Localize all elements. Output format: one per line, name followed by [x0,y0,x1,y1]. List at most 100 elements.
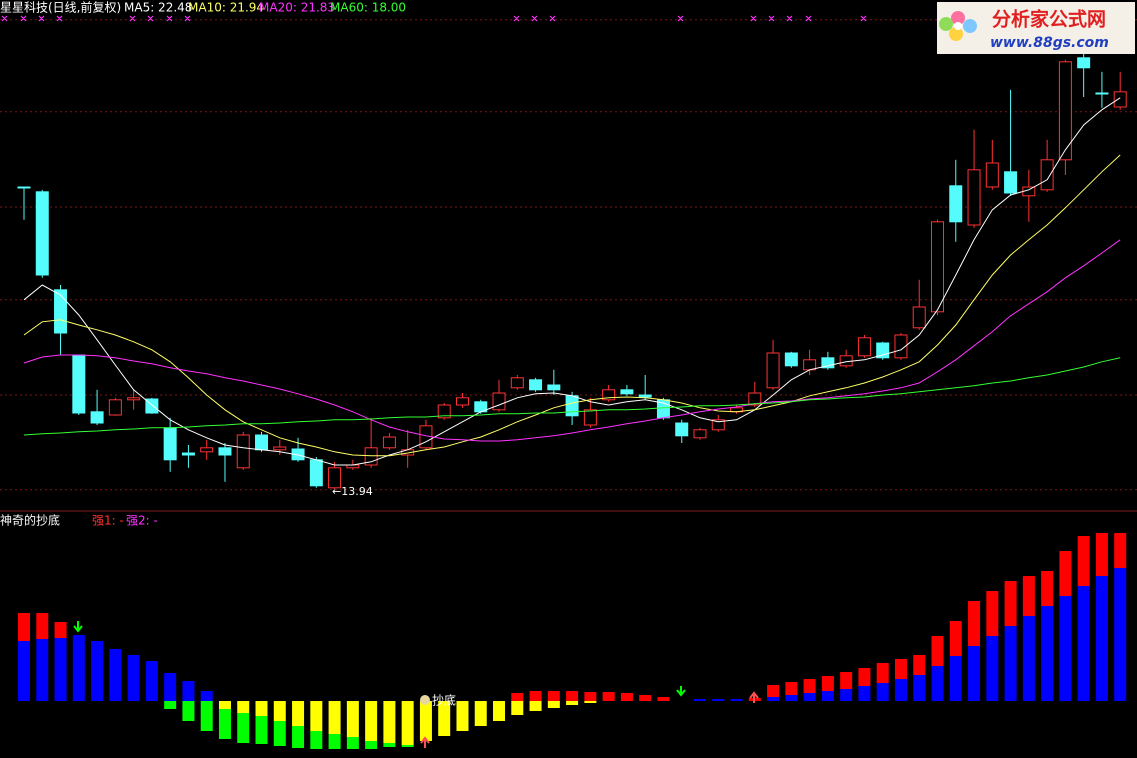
indicator-bar [1041,571,1054,606]
indicator-bar [200,701,213,731]
candle-body [949,185,963,223]
bottom-annotation: 抄底 [432,693,456,708]
indicator-bar [1114,533,1127,568]
low-label: ←13.94 [332,485,373,498]
indicator-bar [18,613,30,641]
plot [0,19,1137,749]
candle-body [711,419,725,431]
logo-petal [951,11,965,25]
logo: 分析家公式网 www.88gs.com [937,2,1135,54]
logo-center [954,22,962,30]
candle-body [912,306,926,329]
indicator-bar [419,701,432,741]
indicator-bar [931,666,944,701]
indicator-legend: 强1: - [92,514,124,528]
indicator-bar [730,699,743,701]
candle-body [547,384,561,391]
candle-body [510,377,524,389]
candle-body [437,404,451,419]
legend-entry: MA10: 21.94 [188,1,264,15]
candle-body [894,334,908,359]
candle-body [328,467,342,489]
indicator-bar [913,655,926,675]
indicator-bar [164,673,177,701]
logo-petal [939,17,953,31]
indicator-bar [1059,596,1072,701]
indicator-bar [821,676,834,691]
indicator-bar [54,638,67,701]
moving-average [23,357,1121,436]
indicator-bar [1041,606,1054,701]
candle-body [583,409,597,426]
indicator-bar [273,721,286,746]
indicator-bar [785,695,798,701]
candle-body [236,434,250,469]
indicator-bar [511,701,524,715]
candle-body [1077,57,1091,69]
sell-arrow [73,621,83,633]
logo-petal [949,27,963,41]
candle-body [1095,92,1109,95]
indicator-bar [584,692,597,701]
indicator-bar [91,641,104,701]
indicator-bar [36,613,49,639]
buy-arrow [749,691,759,703]
candle-body [382,436,396,449]
indicator-bar [949,621,962,656]
indicator-bar [1004,626,1017,701]
candle-body [1058,61,1072,161]
candle-body [163,427,177,461]
indicator-legend: 强2: - [126,514,158,528]
candle-body [784,352,798,367]
candle-body [803,359,817,371]
indicator-bar [310,701,323,731]
candle-body [602,389,616,401]
indicator-bar [493,701,506,721]
indicator-bar [840,689,853,701]
indicator-bar [54,622,67,638]
indicator-bar [876,683,889,701]
indicator-bar [767,697,780,701]
indicator-bar [566,701,579,705]
candle-body [108,399,122,416]
indicator-bar [566,691,579,701]
candle-body [876,342,890,359]
moving-average [23,154,1121,457]
indicator-bar [182,681,195,701]
indicator-bar [511,693,524,701]
indicator-bar [894,659,907,679]
candle-body [181,452,195,456]
candle-body [748,392,762,406]
indicator-bar [36,639,49,701]
legend-entry: MA60: 18.00 [330,1,406,15]
logo-petal [963,19,977,33]
candle-body [839,355,853,367]
candle-body [693,429,707,439]
indicator-bar [292,726,305,748]
indicator-bar [255,701,268,716]
candle-body [200,447,214,453]
indicator-bar [529,701,542,711]
indicator-bar [1095,533,1108,576]
candle-body [638,394,652,398]
bottom-icon [420,695,430,705]
candle-body [90,411,104,424]
indicator-bar [365,741,378,749]
candle-body [985,162,999,188]
indicator-bar [968,646,981,701]
indicator-bar [858,686,871,701]
indicator-bar [164,701,177,709]
indicator-bar [767,685,780,697]
indicator-bar [785,682,798,695]
candle-body [821,357,835,369]
candle-body [565,395,579,417]
indicator-bar [1095,576,1108,701]
indicator-bar [72,635,85,701]
indicator-bar [401,745,414,747]
indicator-bar [949,656,962,701]
candle-body [766,352,780,389]
indicator-bar [986,636,999,701]
indicator-bar [456,701,469,731]
indicator-title: 神奇的抄底 [0,513,60,528]
